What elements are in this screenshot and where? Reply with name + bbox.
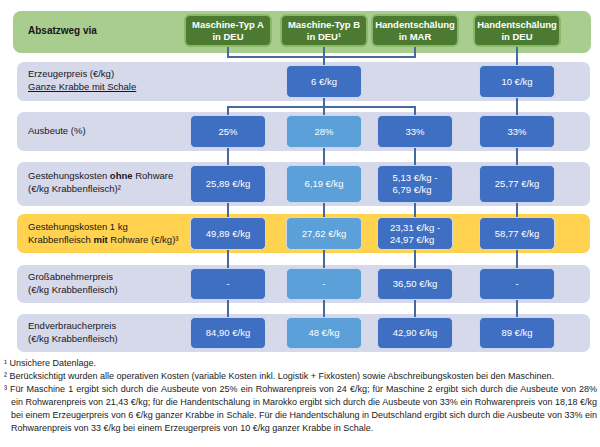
- connector: [227, 106, 229, 115]
- connector: [414, 106, 416, 115]
- cell-endverbraucher-d: 89 €/kg: [479, 317, 555, 349]
- label-line: Gestehungskosten ohne Rohware: [28, 170, 173, 183]
- label-line: Großabnehmerpreis: [28, 271, 118, 284]
- connector: [414, 250, 416, 268]
- connector: [516, 300, 518, 317]
- cell-ausbeute-d: 33%: [479, 115, 555, 148]
- cell-value: 6 €/kg: [311, 76, 337, 88]
- cell-grossabnehmer-b: -: [286, 268, 362, 300]
- cell-value: 84,90 €/kg: [206, 327, 250, 339]
- cell-value: 23,31 €/kg - 24,97 €/kg: [390, 222, 440, 246]
- cell-value: 48 €/kg: [308, 327, 339, 339]
- connector: [516, 98, 518, 115]
- connector: [414, 148, 416, 165]
- label-line: Endverbraucherpreis: [28, 320, 118, 333]
- channel-label: Maschine-Typ A in DEU: [192, 19, 264, 42]
- label-line: (€/kg Krabbenfleisch)²: [28, 183, 173, 196]
- cell-value: 5,13 €/kg - 6,79 €/kg: [393, 172, 438, 196]
- cell-endverbraucher-c: 42,90 €/kg: [377, 317, 453, 349]
- cell-value: 49,89 €/kg: [206, 228, 250, 240]
- connector: [516, 203, 518, 217]
- cell-endverbraucher-b: 48 €/kg: [286, 317, 362, 349]
- cell-value: 36,50 €/kg: [393, 278, 437, 290]
- label-gestehung-ohne: Gestehungskosten ohne Rohware (€/kg Krab…: [28, 170, 173, 195]
- connector: [227, 106, 416, 108]
- connector: [516, 47, 518, 65]
- cell-grossabnehmer-a: -: [190, 268, 266, 300]
- cell-value: 58,77 €/kg: [495, 228, 539, 240]
- channel-maschine-typ-b: Maschine-Typ B in DEU¹: [280, 14, 368, 47]
- label-line: Krabbenfleisch mit Rohware (€/kg)³: [28, 234, 178, 247]
- cell-endverbraucher-a: 84,90 €/kg: [190, 317, 266, 349]
- cell-value: 25,89 €/kg: [206, 178, 250, 190]
- connector: [227, 148, 229, 165]
- cell-gestehung-mit-c: 23,31 €/kg - 24,97 €/kg: [377, 217, 453, 250]
- cell-value: 33%: [507, 126, 526, 138]
- cell-value: 27,62 €/kg: [302, 228, 346, 240]
- footnote-2: ² Berücksichtigt wurden alle operativen …: [4, 370, 597, 383]
- footnote-1: ¹ Unsichere Datenlage.: [4, 357, 597, 370]
- cell-value: 25,77 €/kg: [495, 178, 539, 190]
- cell-value: 10 €/kg: [501, 76, 532, 88]
- cell-value: 33%: [405, 126, 424, 138]
- cell-erzeugerpreis-merged: 6 €/kg: [286, 65, 362, 98]
- cell-grossabnehmer-d: -: [479, 268, 555, 300]
- absatzweg-cost-diagram: Absatzweg via Maschine-Typ A in DEU Masc…: [0, 0, 600, 447]
- cell-gestehung-ohne-a: 25,89 €/kg: [190, 165, 266, 203]
- cell-value: 89 €/kg: [501, 327, 532, 339]
- connector: [323, 106, 325, 115]
- connector: [323, 148, 325, 165]
- header-title: Absatzweg via: [28, 25, 97, 36]
- label-line: Erzeugerpreis (€/kg): [28, 68, 136, 81]
- channel-label: Handentschälung in MAR: [375, 19, 455, 42]
- connector: [414, 203, 416, 217]
- label-endverbraucher: Endverbraucherpreis (€/kg Krabbenfleisch…: [28, 320, 118, 345]
- channel-handentschaelung-deu: Handentschälung in DEU: [473, 14, 561, 47]
- cell-value: 6,19 €/kg: [304, 178, 343, 190]
- cell-ausbeute-b: 28%: [286, 115, 362, 148]
- cell-ausbeute-c: 33%: [377, 115, 453, 148]
- cell-gestehung-ohne-b: 6,19 €/kg: [286, 165, 362, 203]
- footnote-3: ³ Für Maschine 1 ergibt sich durch die A…: [4, 383, 597, 435]
- connector: [227, 300, 229, 317]
- label-line: (€/kg Krabbenfleisch): [28, 284, 118, 297]
- label-line-underlined: Ganze Krabbe mit Schale: [28, 81, 136, 94]
- cell-erzeugerpreis-deu: 10 €/kg: [479, 65, 555, 98]
- cell-value: -: [515, 278, 518, 290]
- cell-grossabnehmer-c: 36,50 €/kg: [377, 268, 453, 300]
- connector: [414, 300, 416, 317]
- cell-gestehung-mit-b: 27,62 €/kg: [286, 217, 362, 250]
- cell-gestehung-mit-a: 49,89 €/kg: [190, 217, 266, 250]
- label-line: (€/kg Krabbenfleisch): [28, 333, 118, 346]
- channel-label: Maschine-Typ B in DEU¹: [288, 19, 360, 42]
- connector: [227, 203, 229, 217]
- cell-gestehung-ohne-c: 5,13 €/kg - 6,79 €/kg: [377, 165, 453, 203]
- connector: [323, 203, 325, 217]
- cell-value: 42,90 €/kg: [393, 327, 437, 339]
- label-line: Gestehungskosten 1 kg: [28, 221, 178, 234]
- connector: [323, 300, 325, 317]
- channel-label: Handentschälung in DEU: [477, 19, 557, 42]
- cell-value: 25%: [218, 126, 237, 138]
- label-grossabnehmer: Großabnehmerpreis (€/kg Krabbenfleisch): [28, 271, 118, 296]
- cell-value: -: [226, 278, 229, 290]
- channel-maschine-typ-a: Maschine-Typ A in DEU: [184, 14, 272, 47]
- cell-gestehung-mit-d: 58,77 €/kg: [479, 217, 555, 250]
- label-line: Ausbeute (%): [28, 125, 86, 136]
- connector: [227, 56, 416, 58]
- connector: [323, 250, 325, 268]
- label-erzeugerpreis: Erzeugerpreis (€/kg) Ganze Krabbe mit Sc…: [28, 68, 136, 93]
- label-ausbeute: Ausbeute (%): [28, 125, 86, 138]
- cell-value: 28%: [314, 126, 333, 138]
- label-gestehung-mit: Gestehungskosten 1 kg Krabbenfleisch mit…: [28, 221, 178, 246]
- connector: [516, 250, 518, 268]
- cell-gestehung-ohne-d: 25,77 €/kg: [479, 165, 555, 203]
- channel-handentschaelung-mar: Handentschälung in MAR: [371, 14, 459, 47]
- footnotes: ¹ Unsichere Datenlage. ² Berücksichtigt …: [4, 357, 597, 435]
- cell-value: -: [322, 278, 325, 290]
- cell-ausbeute-a: 25%: [190, 115, 266, 148]
- connector: [516, 148, 518, 165]
- connector: [227, 250, 229, 268]
